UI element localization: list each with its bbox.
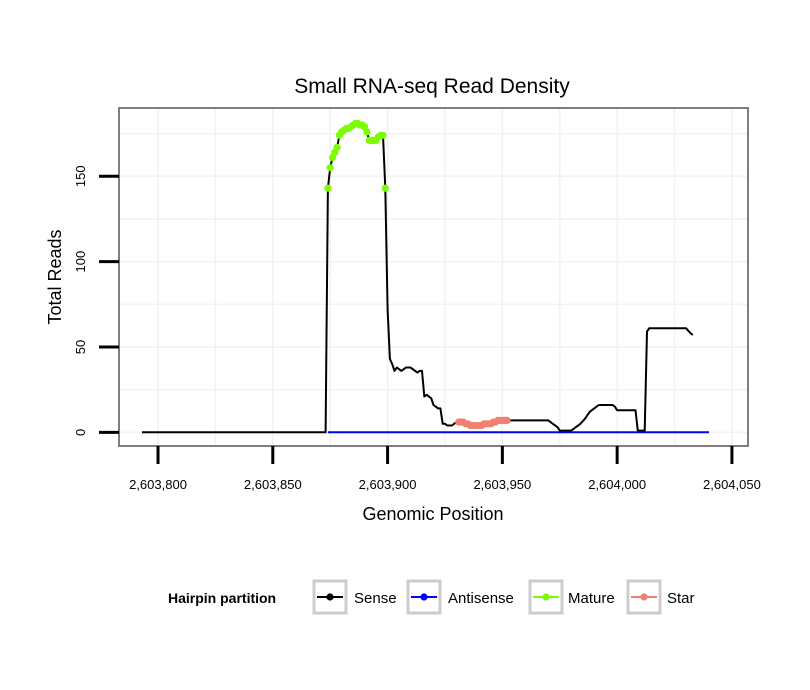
x-tick-label: 2,604,000 bbox=[588, 477, 646, 492]
plot-border bbox=[118, 107, 749, 447]
data-point-mature bbox=[379, 131, 387, 139]
legend-label: Antisense bbox=[448, 590, 514, 607]
data-point-mature bbox=[381, 184, 389, 192]
plot-panel bbox=[119, 108, 748, 446]
x-tick-label: 2,603,800 bbox=[129, 477, 187, 492]
x-axis: 2,603,800 2,603,850 2,603,900 2,603,950 2,60… bbox=[129, 446, 761, 492]
legend-key-point bbox=[326, 593, 334, 601]
x-tick-label: 2,603,850 bbox=[244, 477, 302, 492]
legend-title: Hairpin partition bbox=[168, 590, 276, 606]
data-point-star bbox=[503, 416, 511, 424]
x-tick-label: 2,603,900 bbox=[359, 477, 417, 492]
legend-key-point bbox=[640, 593, 648, 601]
data-point-mature bbox=[326, 164, 334, 172]
y-tick-label: 0 bbox=[73, 429, 88, 436]
y-axis-title: Total Reads bbox=[45, 229, 65, 324]
y-axis: 0 50 100 150 bbox=[73, 165, 119, 436]
series-layer bbox=[142, 119, 709, 434]
legend-label: Sense bbox=[354, 590, 397, 607]
y-tick-label: 100 bbox=[73, 251, 88, 273]
legend-key-point bbox=[542, 593, 550, 601]
y-tick-label: 50 bbox=[73, 340, 88, 354]
legend-item-sense: Sense bbox=[312, 579, 397, 615]
legend-label: Star bbox=[667, 590, 695, 607]
legend-key-point bbox=[420, 593, 428, 601]
legend-item-star: Star bbox=[626, 579, 695, 615]
data-point-mature bbox=[324, 184, 332, 192]
legend-item-mature: Mature bbox=[528, 579, 615, 615]
legend: Hairpin partition Sense Antisense Mature St… bbox=[168, 579, 695, 615]
x-tick-label: 2,604,050 bbox=[703, 477, 761, 492]
data-point-mature bbox=[333, 143, 341, 151]
chart-title: Small RNA-seq Read Density bbox=[294, 75, 570, 98]
x-axis-title: Genomic Position bbox=[362, 504, 503, 524]
data-point-mature bbox=[363, 128, 371, 136]
y-tick-label: 150 bbox=[73, 165, 88, 187]
legend-item-antisense: Antisense bbox=[406, 579, 514, 615]
x-tick-label: 2,603,950 bbox=[473, 477, 531, 492]
legend-label: Mature bbox=[568, 590, 615, 607]
